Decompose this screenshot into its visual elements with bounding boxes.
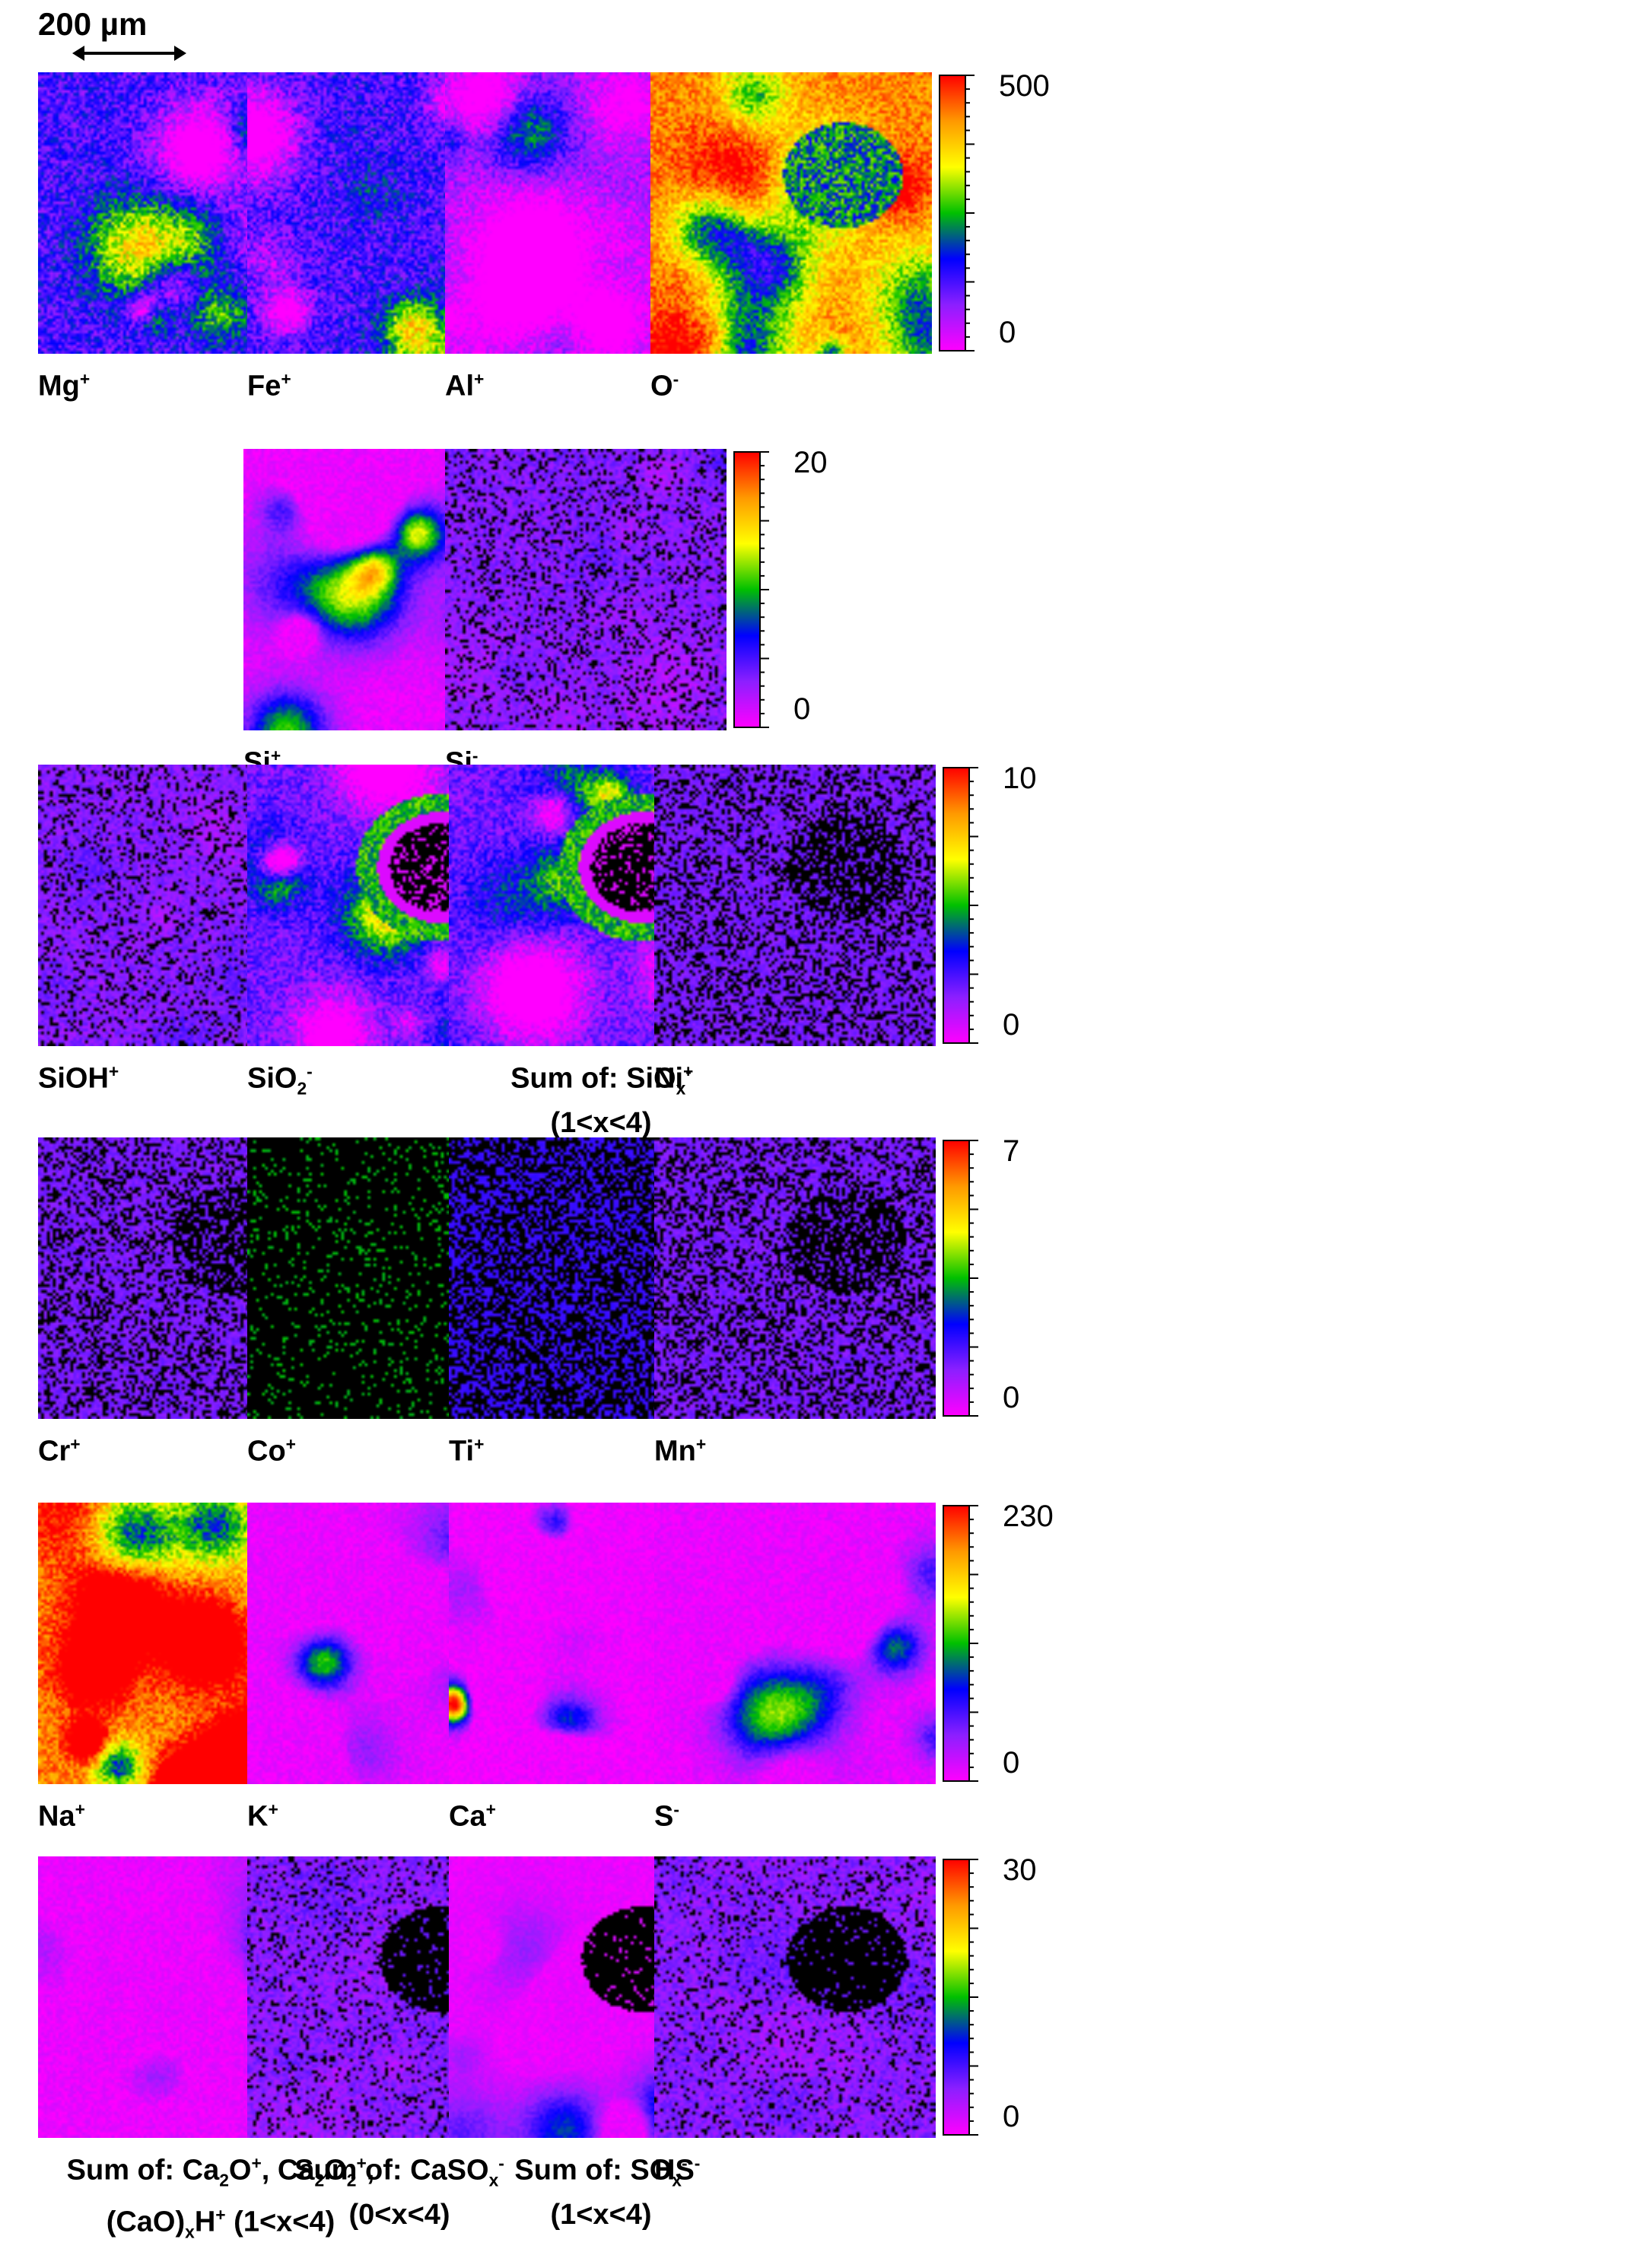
species-label-caso: Sum of: CaSOx- (0<x<4) xyxy=(294,2153,504,2231)
ion-image-o xyxy=(650,72,932,354)
species-label-siox: Sum of: SiOx- (1<x<4) xyxy=(510,1061,692,1140)
colorbar-min-label: 0 xyxy=(1003,2100,1020,2133)
species-label-mg: Mg+ xyxy=(38,369,91,402)
scale-bar-label: 200 µm xyxy=(38,6,148,42)
species-label-ti: Ti+ xyxy=(449,1434,485,1468)
colorbar-min-label: 0 xyxy=(1003,1381,1020,1414)
ion-image-s xyxy=(654,1503,936,1784)
species-label-sioh: SiOH+ xyxy=(38,1061,119,1095)
colorbar-ni: 10 0 xyxy=(936,763,1037,1046)
colorbar-o: 500 0 xyxy=(932,71,1050,354)
ion-image-ni xyxy=(654,765,936,1046)
ion-image-si_neg xyxy=(445,449,727,730)
species-label-fe: Fe+ xyxy=(247,369,291,402)
ion-image-hs xyxy=(654,1856,936,2138)
colorbar-max-label: 7 xyxy=(1003,1134,1020,1168)
species-label-sox: Sum of: SOx- (1<x<4) xyxy=(514,2153,688,2231)
colorbar-min-label: 0 xyxy=(1003,1746,1020,1780)
colorbar-hs: 30 0 xyxy=(936,1855,1037,2138)
colorbar-max-label: 230 xyxy=(1003,1500,1054,1533)
species-label-ca2o: Sum of: Ca2O+, Ca2O2+, (CaO)xH+ (1<x<4) xyxy=(66,2153,375,2242)
colorbar-max-label: 20 xyxy=(793,446,828,479)
species-label-s: S- xyxy=(654,1799,679,1833)
species-label-sio2: SiO2- xyxy=(247,1061,313,1099)
colorbar-min-label: 0 xyxy=(1003,1008,1020,1042)
colorbar-max-label: 500 xyxy=(999,69,1050,103)
colorbar-min-label: 0 xyxy=(999,316,1016,349)
species-label-mn: Mn+ xyxy=(654,1434,707,1468)
species-label-co: Co+ xyxy=(247,1434,296,1468)
colorbar-max-label: 30 xyxy=(1003,1853,1037,1887)
species-label-al: Al+ xyxy=(445,369,485,402)
scale-bar-arrow xyxy=(72,46,186,61)
colorbar-min-label: 0 xyxy=(793,692,811,726)
species-label-cr: Cr+ xyxy=(38,1434,81,1468)
colorbar-max-label: 10 xyxy=(1003,762,1037,795)
species-label-hs: HS- xyxy=(654,2153,701,2187)
species-label-k: K+ xyxy=(247,1799,278,1833)
species-label-ni: Ni+ xyxy=(654,1061,694,1095)
species-label-na: Na+ xyxy=(38,1799,85,1833)
colorbar-si_neg: 20 0 xyxy=(727,447,828,730)
species-label-o: O- xyxy=(650,369,679,402)
ion-image-mn xyxy=(654,1137,936,1419)
species-label-ca: Ca+ xyxy=(449,1799,496,1833)
colorbar-s: 230 0 xyxy=(936,1501,1054,1784)
